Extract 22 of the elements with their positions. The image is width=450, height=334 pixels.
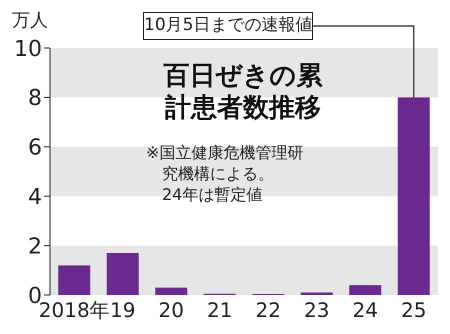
y-tick-label: 6 [28,136,42,161]
y-tick-label: 10 [14,36,42,62]
annotation: ※国立健康危機管理研究機構による。 [146,142,304,184]
annotation: 24年は暫定値 [162,184,264,205]
bar [349,285,382,295]
bar [58,265,90,295]
y-tick-label: 2 [28,234,42,260]
bar [398,97,430,295]
x-tick-label: 25 [401,298,426,322]
x-tick-label: 20 [158,298,184,322]
x-tick-label: 23 [304,298,330,322]
y-axis-title: 万人 [12,9,48,32]
annotation: 10月5日までの速報値 [143,12,313,40]
y-tick-label: 4 [28,185,42,210]
bar [106,253,139,295]
x-tick-label: 22 [256,298,281,322]
x-tick-label: 21 [207,298,232,322]
x-tick-label: 24 [352,298,378,322]
y-tick-label: 8 [28,86,42,112]
bar [155,288,188,295]
x-tick-label: 19 [110,298,136,322]
text: 百日ぜきの累計患者数推移 [162,60,324,124]
